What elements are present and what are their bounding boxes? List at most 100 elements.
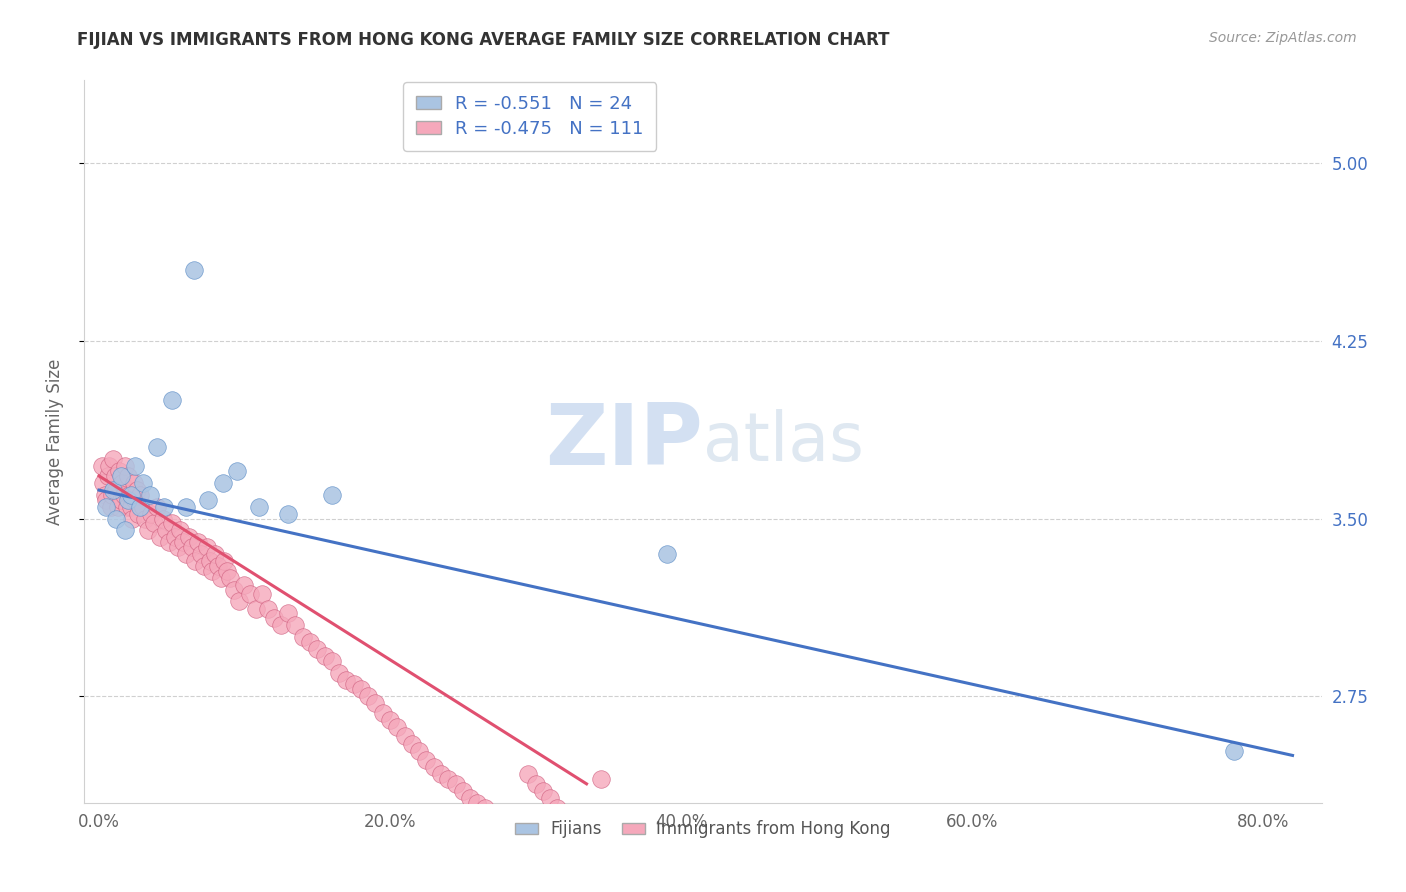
Point [284,618,307,632]
Point [291,630,314,644]
Point [437,772,460,786]
Point [256,601,278,615]
Point [195,540,218,554]
Point [481,807,503,822]
Point [228,594,250,608]
Legend: Fijians, Immigrants from Hong Kong: Fijians, Immigrants from Hong Kong [509,814,897,845]
Point [245,601,267,615]
Point [270,618,292,632]
Point [141,507,163,521]
Point [111,475,134,490]
Point [100,500,122,514]
Point [250,587,273,601]
Point [103,483,125,497]
Point [157,535,180,549]
Point [364,696,387,710]
Text: FIJIAN VS IMMIGRANTS FROM HONG KONG AVERAGE FAMILY SIZE CORRELATION CHART: FIJIAN VS IMMIGRANTS FROM HONG KONG AVER… [77,31,890,49]
Point [502,824,524,838]
Point [184,554,207,568]
Point [181,540,204,554]
Point [538,791,561,805]
Point [307,641,329,656]
Point [91,475,114,490]
Point [224,582,246,597]
Point [117,469,139,483]
Text: atlas: atlas [703,409,863,475]
Text: Source: ZipAtlas.com: Source: ZipAtlas.com [1209,31,1357,45]
Point [314,648,336,663]
Point [160,516,183,531]
Point [321,488,343,502]
Point [110,469,132,483]
Point [128,500,150,514]
Point [107,500,129,514]
Point [321,654,343,668]
Point [112,488,135,502]
Point [93,488,115,502]
Point [115,500,138,514]
Point [125,483,148,497]
Point [350,682,373,697]
Point [187,535,209,549]
Point [510,831,533,846]
Point [155,524,177,538]
Point [179,531,201,545]
Point [174,547,197,561]
Point [277,607,299,621]
Point [408,744,430,758]
Point [134,511,156,525]
Point [120,488,142,502]
Point [655,547,678,561]
Point [387,720,409,734]
Point [193,558,215,573]
Point [105,511,128,525]
Point [114,524,136,538]
Point [239,587,262,601]
Point [138,524,160,538]
Point [127,507,149,521]
Point [90,459,112,474]
Point [444,777,467,791]
Point [226,464,249,478]
Point [122,475,145,490]
Point [131,500,153,514]
Point [121,511,143,525]
Point [96,500,118,514]
Point [335,673,357,687]
Point [209,571,232,585]
Point [198,554,221,568]
Point [174,500,197,514]
Text: ZIP: ZIP [546,400,703,483]
Point [128,488,150,502]
Point [298,634,321,648]
Point [131,475,153,490]
Point [190,547,212,561]
Point [357,689,380,703]
Point [371,706,394,720]
Point [104,469,127,483]
Point [166,540,188,554]
Point [488,814,510,829]
Point [124,492,146,507]
Point [247,500,270,514]
Point [183,262,205,277]
Point [169,524,191,538]
Point [474,800,496,814]
Point [458,791,481,805]
Point [101,488,124,502]
Point [120,500,142,514]
Point [343,677,366,691]
Point [495,820,517,834]
Point [207,558,229,573]
Point [524,777,547,791]
Point [546,800,568,814]
Point [149,531,172,545]
Point [219,571,242,585]
Point [211,475,233,490]
Point [118,488,141,502]
Point [143,516,166,531]
Point [96,492,118,507]
Point [554,807,576,822]
Point [430,767,453,781]
Point [124,459,146,474]
